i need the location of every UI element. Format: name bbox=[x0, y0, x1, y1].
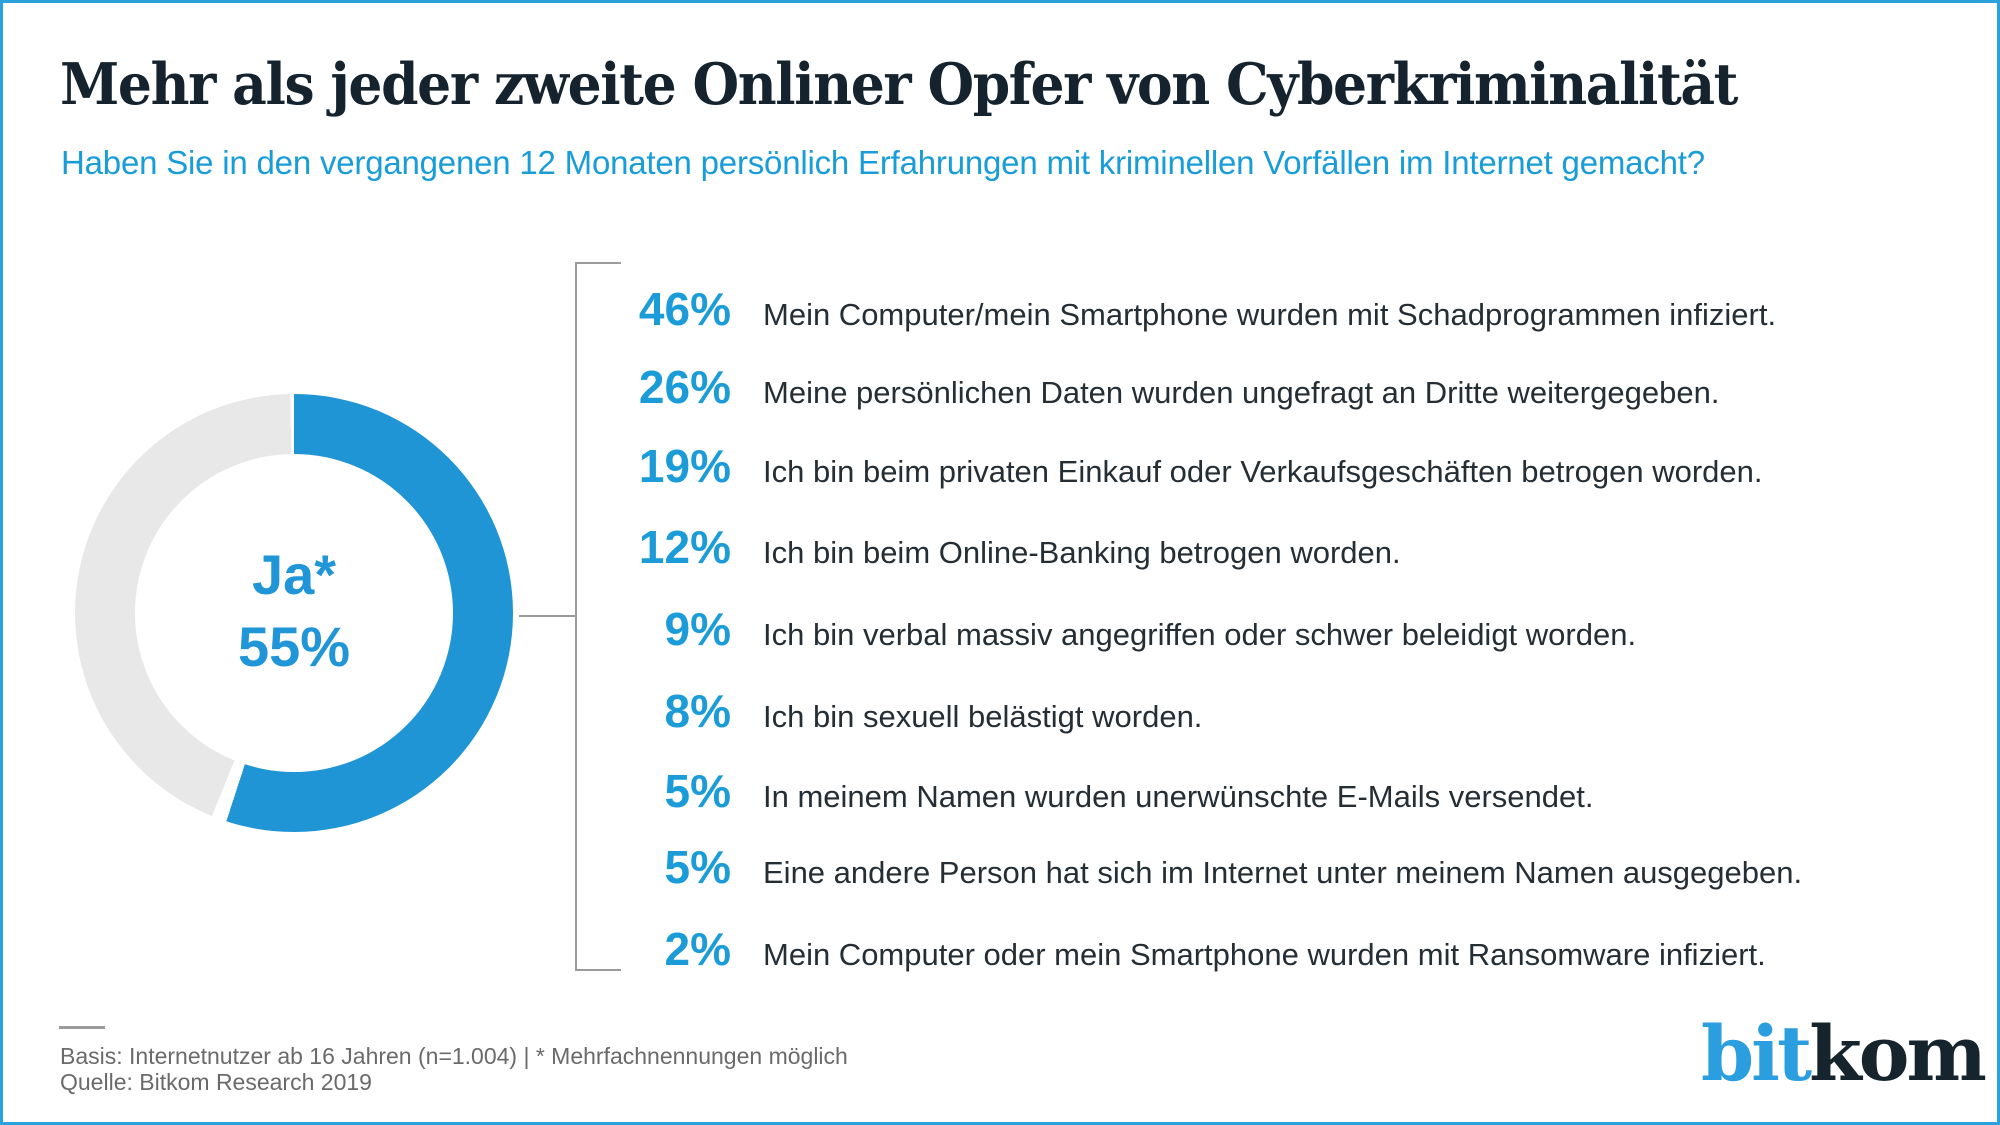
result-row: 19% Ich bin beim privaten Einkauf oder V… bbox=[623, 443, 1763, 489]
result-row: 9% Ich bin verbal massiv angegriffen ode… bbox=[623, 603, 1637, 655]
result-row: 8% Ich bin sexuell belästigt worden. bbox=[623, 685, 1203, 737]
footnote-source: Quelle: Bitkom Research 2019 bbox=[60, 1069, 372, 1095]
result-description: In meinem Namen wurden unerwünschte E-Ma… bbox=[763, 779, 1594, 814]
result-percentage: 9% bbox=[664, 603, 731, 655]
bitkom-logo-bit: bit bbox=[1701, 1009, 1812, 1098]
footnote-basis: Basis: Internetnutzer ab 16 Jahren (n=1.… bbox=[60, 1043, 848, 1069]
bracket-top-tick bbox=[575, 262, 621, 264]
result-percentage: 2% bbox=[664, 923, 731, 975]
result-row: 46% Mein Computer/mein Smartphone wurden… bbox=[623, 286, 1776, 332]
result-percentage: 5% bbox=[664, 765, 731, 817]
result-percentage: 12% bbox=[638, 521, 731, 573]
page-title: Mehr als jeder zweite Onliner Opfer von … bbox=[60, 51, 1738, 118]
result-percentage: 8% bbox=[664, 685, 731, 737]
result-description: Ich bin beim Online-Banking betrogen wor… bbox=[763, 535, 1401, 570]
result-row: 5% Eine andere Person hat sich im Intern… bbox=[623, 841, 1803, 893]
result-row: 26% Meine persönlichen Daten wurden unge… bbox=[623, 361, 1720, 413]
result-percentage: 5% bbox=[664, 841, 731, 893]
result-percentage: 46% bbox=[638, 283, 731, 335]
result-description: Eine andere Person hat sich im Internet … bbox=[763, 855, 1803, 890]
bracket-vertical-line bbox=[575, 262, 577, 971]
donut-center-label-line2: 55% bbox=[237, 615, 351, 678]
result-percentage: 19% bbox=[638, 440, 731, 492]
result-description: Ich bin beim privaten Einkauf oder Verka… bbox=[763, 454, 1763, 489]
result-description: Mein Computer/mein Smartphone wurden mit… bbox=[763, 297, 1777, 332]
result-description: Ich bin sexuell belästigt worden. bbox=[763, 699, 1203, 734]
result-row: 12% Ich bin beim Online-Banking betrogen… bbox=[623, 524, 1401, 570]
bitkom-logo-kom: kom bbox=[1809, 1009, 1987, 1098]
donut-center-label: Ja* 55% bbox=[238, 539, 350, 682]
result-row: 5% In meinem Namen wurden unerwünschte E… bbox=[623, 768, 1594, 814]
donut-chart: Ja* 55% bbox=[75, 394, 513, 832]
donut-center-label-line1: Ja* bbox=[251, 543, 337, 607]
result-description: Meine persönlichen Daten wurden ungefrag… bbox=[763, 375, 1720, 410]
result-row: 2% Mein Computer oder mein Smartphone wu… bbox=[623, 926, 1766, 972]
survey-question-subtitle: Haben Sie in den vergangenen 12 Monaten … bbox=[61, 144, 1705, 181]
result-description: Ich bin verbal massiv angegriffen oder s… bbox=[763, 617, 1637, 652]
donut-chart-hole bbox=[135, 454, 453, 772]
bracket-bottom-tick bbox=[575, 969, 621, 971]
donut-connector-line bbox=[519, 615, 575, 617]
result-description: Mein Computer oder mein Smartphone wurde… bbox=[763, 937, 1766, 972]
bitkom-logo: bitkom bbox=[1701, 1016, 1987, 1092]
footnote-divider bbox=[59, 1026, 105, 1029]
result-percentage: 26% bbox=[638, 361, 731, 413]
